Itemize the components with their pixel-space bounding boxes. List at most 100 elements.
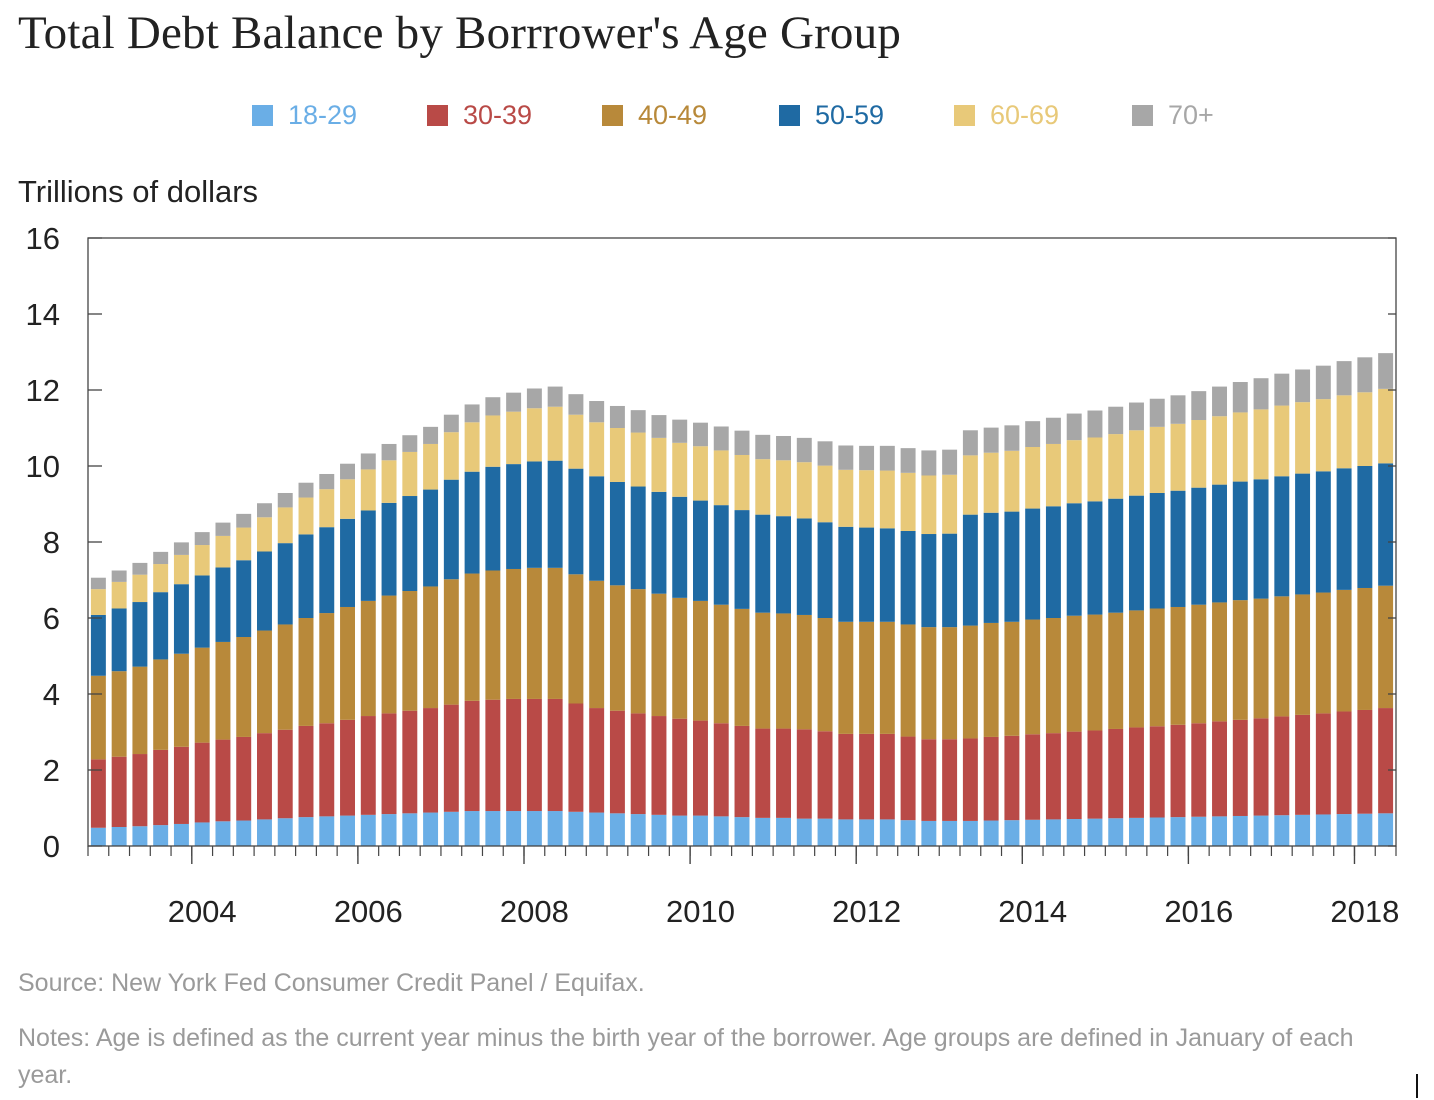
legend-label: 50-59 [815, 100, 885, 130]
stacked-bar-chart: 0 2 4 6 8 10 12 14 16 2004 2006 2008 2010 2012 2014 201… [26, 221, 1400, 929]
bar-segment-40-49 [485, 570, 501, 700]
bar-segment-50-59 [713, 505, 729, 605]
bar-segment-60-69 [443, 432, 459, 480]
bar-segment-70plus [672, 419, 688, 443]
bar-segment-70plus [693, 422, 708, 447]
bar-segment-30-39 [215, 739, 231, 822]
bar-segment-50-59 [879, 528, 895, 622]
bar-segment-50-59 [589, 476, 605, 581]
bar-segment-30-39 [879, 733, 895, 820]
y-tick-label: 6 [43, 601, 60, 636]
bar-segment-30-39 [277, 729, 293, 819]
bar-segment-70plus [1004, 425, 1020, 451]
bar-segment-40-49 [1045, 618, 1061, 734]
bar-segment-50-59 [1274, 476, 1290, 597]
bar-segment-30-39 [1336, 711, 1352, 815]
bar-segment-40-49 [1149, 608, 1165, 727]
bar-segment-60-69 [589, 422, 605, 477]
bar-segment-18-29 [983, 820, 999, 846]
bar-segment-18-29 [1170, 817, 1186, 846]
bar-segment-40-49 [630, 589, 646, 714]
bar-segment-18-29 [464, 811, 480, 846]
bar-segment-70plus [1191, 391, 1207, 421]
legend-swatch [602, 105, 623, 126]
bar-segment-60-69 [173, 554, 189, 585]
bar-segment-40-49 [90, 675, 106, 760]
bar-segment-18-29 [236, 820, 252, 846]
bar-segment-60-69 [153, 564, 169, 593]
bar-segment-60-69 [90, 589, 106, 615]
bar-segment-40-49 [506, 568, 522, 699]
bar-segment-40-49 [609, 585, 625, 711]
bar-segment-40-49 [1232, 600, 1248, 720]
bar-segment-60-69 [194, 545, 210, 576]
bar-segment-18-29 [734, 817, 750, 846]
bar-segment-40-49 [1212, 602, 1227, 722]
bar-segment-40-49 [1378, 585, 1394, 709]
bar-segment-30-39 [693, 720, 708, 816]
bar-segment-40-49 [776, 613, 791, 729]
bar-segment-18-29 [879, 819, 895, 846]
x-tick-label: 2018 [1330, 894, 1399, 929]
bar-segment-70plus [1295, 369, 1311, 403]
bar-segment-18-29 [1108, 818, 1124, 846]
bar-segment-18-29 [1295, 814, 1311, 846]
bar-segment-50-59 [630, 486, 646, 590]
bar-segment-70plus [443, 414, 459, 433]
bar-segment-30-39 [298, 725, 314, 818]
bar-segment-40-49 [713, 604, 729, 724]
bar-segment-50-59 [755, 514, 771, 613]
bar-segment-18-29 [277, 818, 293, 846]
bar-segment-30-39 [173, 746, 189, 824]
bar-segment-30-39 [1232, 719, 1248, 816]
bar-segment-50-59 [983, 512, 999, 623]
bar-segment-40-49 [340, 606, 355, 720]
bar-segment-30-39 [132, 754, 148, 827]
bar-segment-18-29 [526, 811, 542, 846]
bar-segment-70plus [464, 404, 480, 423]
bar-segment-50-59 [1295, 473, 1311, 595]
bar-segment-40-49 [651, 593, 667, 717]
bar-segment-60-69 [526, 408, 542, 462]
bar-segment-70plus [879, 445, 895, 471]
bar-segment-30-39 [1066, 731, 1082, 820]
bar-segment-60-69 [693, 446, 708, 501]
bar-segment-40-49 [298, 618, 314, 726]
legend-label: 70+ [1168, 100, 1214, 130]
bar-segment-30-39 [526, 698, 542, 812]
bar-segment-50-59 [1004, 511, 1020, 622]
y-axis-unit-label: Trillions of dollars [18, 174, 259, 209]
bar-segment-50-59 [776, 516, 791, 614]
x-tick-label: 2010 [666, 894, 735, 929]
bar-segment-30-39 [1149, 726, 1165, 818]
x-tick-label: 2012 [832, 894, 901, 929]
bar-segment-30-39 [402, 710, 418, 814]
bar-segment-60-69 [568, 414, 584, 469]
legend-label: 60-69 [990, 100, 1060, 130]
bar-segment-70plus [838, 445, 854, 470]
bar-segment-60-69 [1315, 399, 1331, 472]
notes-text: Notes: Age is defined as the current yea… [18, 1024, 1354, 1089]
bar-segment-40-49 [1253, 598, 1269, 719]
bar-segment-70plus [983, 427, 999, 453]
bar-segment-30-39 [1170, 724, 1186, 818]
bar-segment-18-29 [90, 827, 106, 846]
bar-segment-18-29 [1087, 818, 1103, 846]
legend-item-50-59: 50-59 [779, 100, 884, 131]
bar-segment-18-29 [568, 811, 584, 846]
bar-segment-30-39 [796, 729, 812, 819]
bar-segment-40-49 [1108, 612, 1124, 729]
bar-segment-40-49 [423, 586, 439, 709]
bar-segment-50-59 [485, 466, 501, 571]
bar-segment-60-69 [838, 469, 854, 527]
bar-segment-40-49 [817, 618, 833, 732]
bar-segment-18-29 [257, 819, 272, 846]
bar-segment-60-69 [983, 452, 999, 513]
bar-segment-18-29 [609, 813, 625, 846]
bar-segment-40-49 [1357, 587, 1373, 710]
source-note: Source: New York Fed Consumer Credit Pan… [18, 969, 645, 997]
bar-segment-70plus [319, 473, 335, 490]
bar-segment-50-59 [111, 608, 127, 672]
bar-segment-30-39 [443, 704, 459, 812]
bar-segment-18-29 [1191, 816, 1207, 846]
